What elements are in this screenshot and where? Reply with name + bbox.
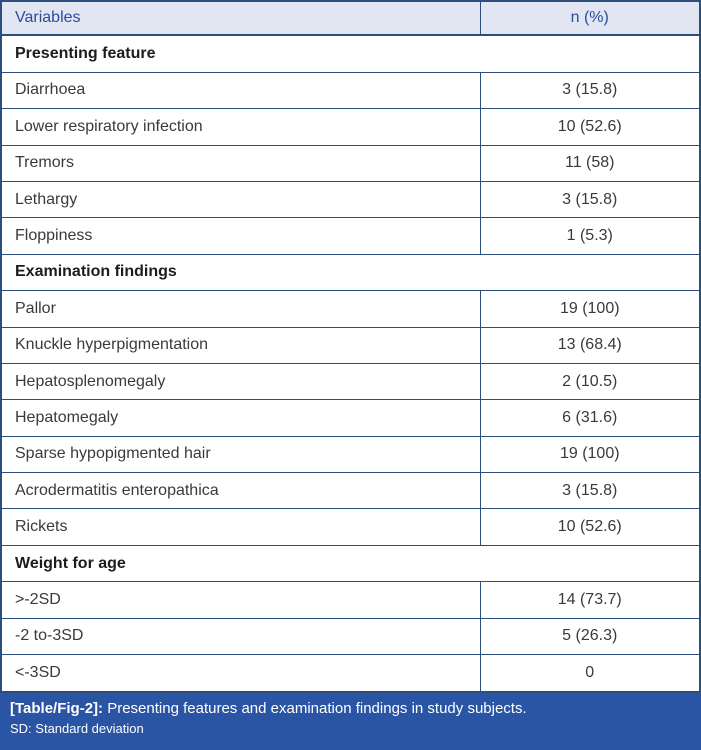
column-header-variables: Variables bbox=[0, 0, 481, 36]
row-value: 3 (15.8) bbox=[479, 71, 701, 110]
table-row: Knuckle hyperpigmentation 13 (68.4) bbox=[0, 326, 701, 364]
section-row: Presenting feature bbox=[0, 34, 701, 73]
row-label: Lethargy bbox=[0, 180, 481, 219]
table-row: Tremors 11 (58) bbox=[0, 144, 701, 182]
section-title: Presenting feature bbox=[0, 34, 701, 73]
row-value: 3 (15.8) bbox=[479, 472, 701, 510]
row-label: Pallor bbox=[0, 290, 481, 328]
section-title: Examination findings bbox=[0, 253, 701, 292]
table-row: Hepatomegaly 6 (31.6) bbox=[0, 399, 701, 437]
section-title: Weight for age bbox=[0, 544, 701, 583]
row-value: 13 (68.4) bbox=[479, 326, 701, 364]
row-label: Knuckle hyperpigmentation bbox=[0, 326, 481, 364]
row-value: 11 (58) bbox=[479, 144, 701, 182]
row-label: -2 to-3SD bbox=[0, 617, 481, 656]
row-value: 19 (100) bbox=[479, 435, 701, 474]
row-value: 1 (5.3) bbox=[479, 217, 701, 255]
table-head: Variables n (%) bbox=[0, 0, 701, 36]
row-label: Hepatomegaly bbox=[0, 399, 481, 437]
table-row: Hepatosplenomegaly 2 (10.5) bbox=[0, 362, 701, 401]
row-value: 3 (15.8) bbox=[479, 180, 701, 219]
row-label: >-2SD bbox=[0, 581, 481, 619]
table-row: Diarrhoea 3 (15.8) bbox=[0, 71, 701, 110]
table-caption: [Table/Fig-2]: Presenting features and e… bbox=[0, 693, 701, 750]
row-label: Rickets bbox=[0, 508, 481, 546]
section-row: Examination findings bbox=[0, 253, 701, 292]
table-row: Sparse hypopigmented hair 19 (100) bbox=[0, 435, 701, 474]
row-value: 2 (10.5) bbox=[479, 362, 701, 401]
caption-note: SD: Standard deviation bbox=[10, 720, 144, 736]
row-label: Floppiness bbox=[0, 217, 481, 255]
table-row: Lower respiratory infection 10 (52.6) bbox=[0, 108, 701, 146]
section-row: Weight for age bbox=[0, 544, 701, 583]
row-label: Hepatosplenomegaly bbox=[0, 362, 481, 401]
row-value: 5 (26.3) bbox=[479, 617, 701, 656]
header-row: Variables n (%) bbox=[0, 0, 701, 36]
table-row: Acrodermatitis enteropathica 3 (15.8) bbox=[0, 472, 701, 510]
table-row: Floppiness 1 (5.3) bbox=[0, 217, 701, 255]
data-table: Variables n (%) Presenting feature Diarrh… bbox=[0, 0, 701, 693]
table-row: <-3SD 0 bbox=[0, 654, 701, 693]
row-label: Lower respiratory infection bbox=[0, 108, 481, 146]
table-body: Presenting feature Diarrhoea 3 (15.8) Lower… bbox=[0, 34, 701, 693]
row-value: 19 (100) bbox=[479, 290, 701, 328]
column-header-n-pct: n (%) bbox=[479, 0, 701, 36]
row-value: 10 (52.6) bbox=[479, 108, 701, 146]
caption-tag: [Table/Fig-2]: bbox=[10, 700, 104, 717]
table-row: Pallor 19 (100) bbox=[0, 290, 701, 328]
row-label: Sparse hypopigmented hair bbox=[0, 435, 481, 474]
caption-line: [Table/Fig-2]: Presenting features and e… bbox=[10, 700, 691, 719]
caption-text: Presenting features and examination find… bbox=[107, 700, 527, 717]
table-row: -2 to-3SD 5 (26.3) bbox=[0, 617, 701, 656]
row-label: <-3SD bbox=[0, 654, 481, 693]
row-label: Diarrhoea bbox=[0, 71, 481, 110]
row-value: 10 (52.6) bbox=[479, 508, 701, 546]
table-row: Lethargy 3 (15.8) bbox=[0, 180, 701, 219]
row-value: 6 (31.6) bbox=[479, 399, 701, 437]
row-label: Tremors bbox=[0, 144, 481, 182]
table-row: Rickets 10 (52.6) bbox=[0, 508, 701, 546]
table-row: >-2SD 14 (73.7) bbox=[0, 581, 701, 619]
row-label: Acrodermatitis enteropathica bbox=[0, 472, 481, 510]
row-value: 14 (73.7) bbox=[479, 581, 701, 619]
row-value: 0 bbox=[479, 654, 701, 693]
